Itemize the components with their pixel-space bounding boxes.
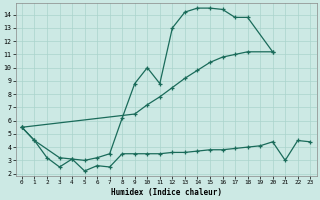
X-axis label: Humidex (Indice chaleur): Humidex (Indice chaleur): [111, 188, 221, 197]
